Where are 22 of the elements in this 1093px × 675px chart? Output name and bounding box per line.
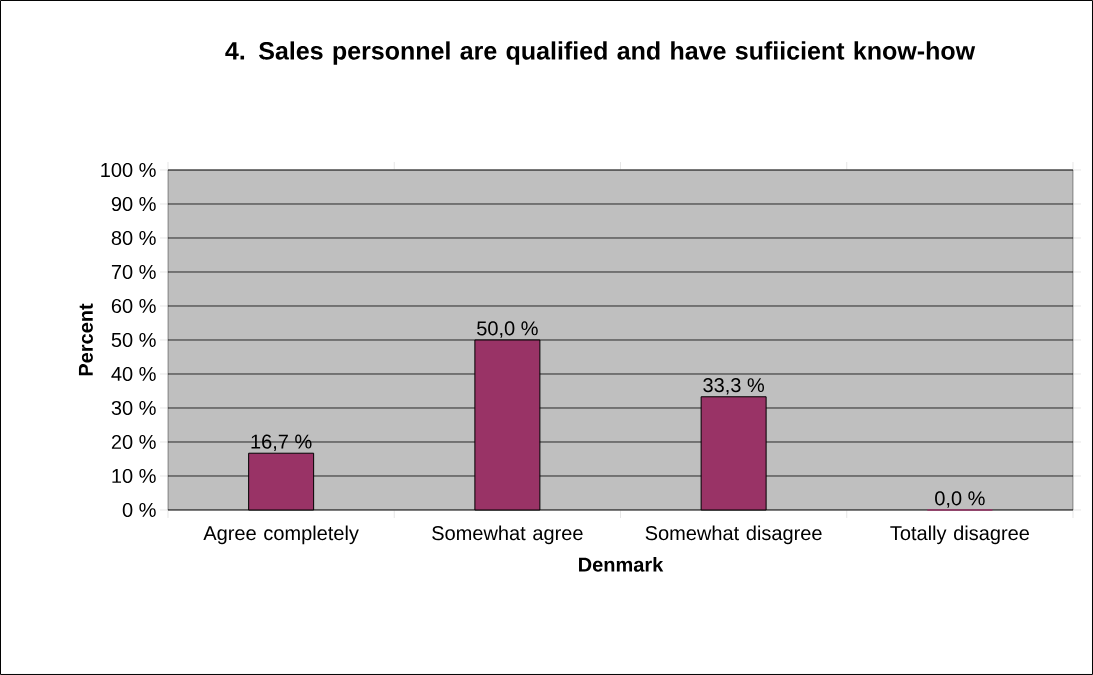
y-tick-label: 30 % xyxy=(111,400,156,416)
y-tick-label: 10 % xyxy=(112,468,156,484)
y-tick-label: 70 % xyxy=(111,264,156,280)
y-tick-label: 50 % xyxy=(111,332,156,348)
data-label: 33,3 % xyxy=(703,378,765,395)
y-tick-label: 0 % xyxy=(122,502,156,518)
y-tick-label: 40 % xyxy=(111,366,156,382)
chart-title: 4. Sales personnel are qualified and have sufiicient know-how xyxy=(225,41,976,65)
y-axis-title: Percent xyxy=(78,303,93,376)
y-tick-label: 60 % xyxy=(111,298,156,314)
y-tick-label: 80 % xyxy=(111,230,156,246)
x-tick-label: Agree completely xyxy=(203,525,359,545)
x-tick-label: Totally disagree xyxy=(890,525,1029,545)
x-tick-label: Somewhat agree xyxy=(432,525,583,545)
data-label: 16,7 % xyxy=(251,434,312,452)
x-axis-title: Denmark xyxy=(579,557,664,572)
y-tick-label: 100 % xyxy=(101,162,156,178)
x-tick-label: Somewhat disagree xyxy=(645,525,822,545)
data-label: 50,0 % xyxy=(477,321,538,338)
y-tick-label: 20 % xyxy=(111,434,156,450)
y-tick-label: 90 % xyxy=(111,196,156,212)
data-label: 0,0 % xyxy=(935,491,985,508)
